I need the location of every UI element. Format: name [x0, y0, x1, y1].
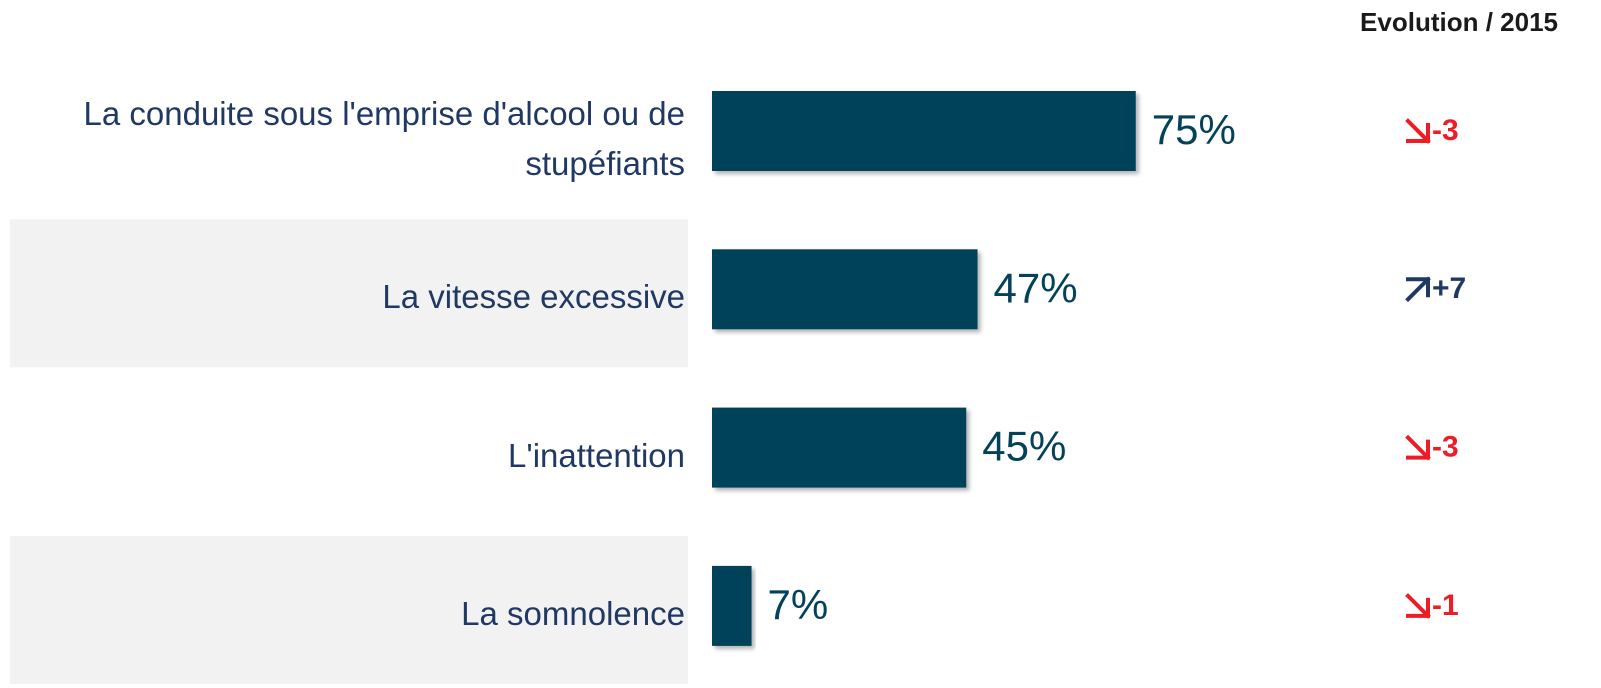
evolution-label: -3 — [1432, 431, 1459, 464]
bar — [712, 249, 978, 330]
evolution-arrow — [1405, 434, 1431, 461]
evolution-arrow — [1405, 118, 1431, 144]
category-label: La conduite sous l'emprise d'alcool ou d… — [83, 95, 685, 182]
value-label: 47% — [994, 264, 1078, 311]
row-band — [10, 219, 688, 368]
value-label: 45% — [982, 423, 1066, 470]
evolution-header: Evolution / 2015 — [1360, 7, 1558, 37]
evolution-label: -3 — [1432, 114, 1459, 147]
value-label: 75% — [1152, 106, 1236, 153]
bar — [712, 91, 1136, 171]
category-label: La somnolence — [461, 594, 685, 632]
value-label: 7% — [768, 581, 829, 628]
category-label: La vitesse excessive — [382, 278, 685, 316]
category-label: L'inattention — [508, 436, 685, 474]
bar — [712, 407, 967, 488]
evolution-arrow — [1405, 276, 1431, 303]
bar — [712, 565, 752, 646]
evolution-arrow — [1405, 593, 1431, 619]
row-band — [10, 535, 688, 684]
evolution-label: +7 — [1432, 272, 1466, 305]
evolution-label: -1 — [1432, 589, 1459, 622]
